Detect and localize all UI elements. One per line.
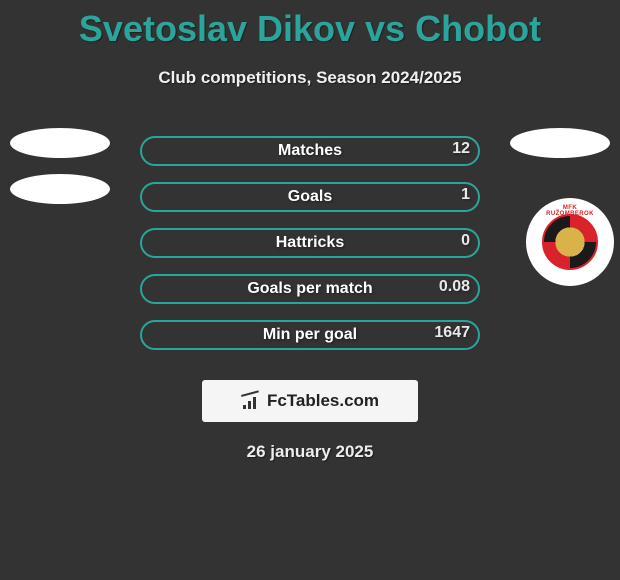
stat-label: Goals per match: [247, 280, 372, 298]
stat-row: Matches 12: [0, 128, 620, 174]
stat-pill: Goals per match: [140, 274, 480, 304]
stat-row: Goals per match 0.08: [0, 266, 620, 312]
stat-pill: Goals: [140, 182, 480, 212]
stat-value-right: 1647: [434, 324, 470, 342]
player-oval-left: [10, 128, 110, 158]
player-oval-left: [10, 174, 110, 204]
subtitle: Club competitions, Season 2024/2025: [0, 68, 620, 88]
stat-row: MFK RUŽOMBEROKHattricks0: [0, 220, 620, 266]
stat-pill: Matches: [140, 136, 480, 166]
stat-label: Min per goal: [263, 326, 357, 344]
stats-container: Matches 12 Goals 1 MFK RUŽOMBEROK Hattricks 0 G…: [0, 128, 620, 358]
branding-badge: FcTables.com: [202, 380, 418, 422]
stat-value-right: 0: [450, 232, 470, 250]
stat-label: Matches: [278, 142, 342, 160]
stat-row: Min per goal 1647: [0, 312, 620, 358]
date-line: 26 january 2025: [0, 442, 620, 462]
stat-pill: Min per goal: [140, 320, 480, 350]
stat-pill: Hattricks: [140, 228, 480, 258]
stat-row: Goals 1: [0, 174, 620, 220]
stat-label: Hattricks: [276, 234, 344, 252]
stat-label: Goals: [288, 188, 332, 206]
page-title: Svetoslav Dikov vs Chobot: [0, 0, 620, 50]
stat-value-right: 0.08: [439, 278, 470, 296]
bar-chart-icon: [241, 393, 261, 409]
club-crest-icon: MFK RUŽOMBEROK: [542, 214, 598, 270]
stat-value-right: 1: [450, 186, 470, 204]
branding-label: FcTables.com: [267, 391, 379, 411]
stat-value-right: 12: [450, 140, 470, 158]
player-oval-right: [510, 128, 610, 158]
